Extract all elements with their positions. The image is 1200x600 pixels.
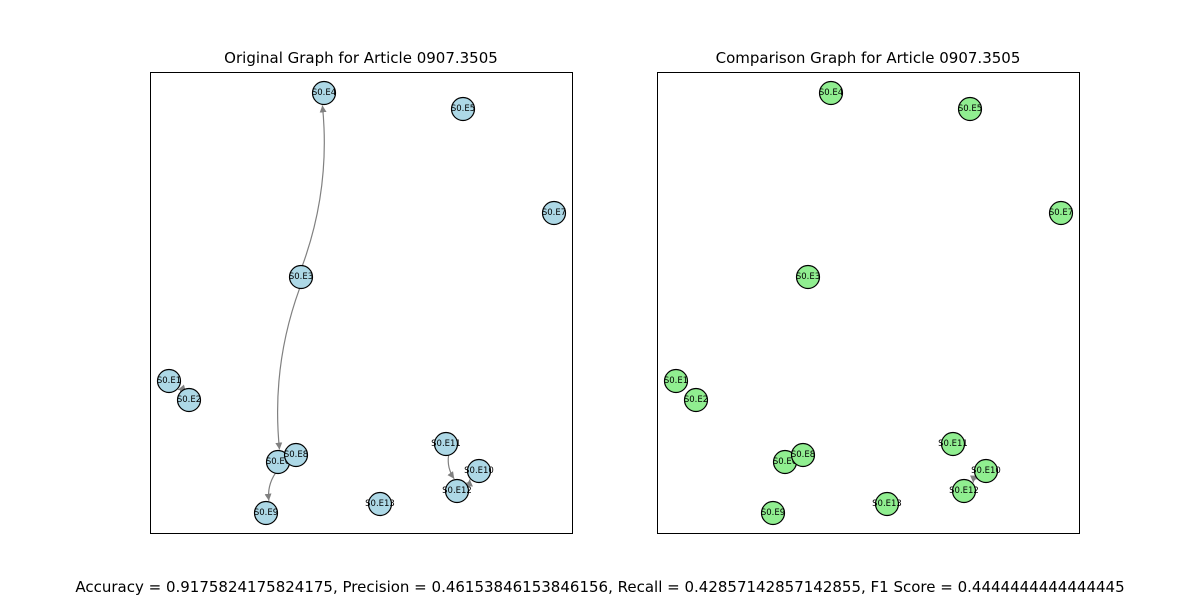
graph-node: S0.E1 (156, 368, 182, 394)
graph-node: S0.E5 (450, 96, 476, 122)
graph-node: S0.E9 (760, 500, 786, 526)
node-label: S0.E8 (284, 450, 308, 460)
node-label: S0.E10 (971, 466, 1001, 476)
graph-node: S0.E10 (464, 458, 494, 484)
node-label: S0.E3 (796, 272, 820, 282)
node-label: S0.E12 (442, 486, 472, 496)
node-label: S0.E4 (312, 88, 336, 98)
node-circle (760, 500, 786, 526)
node-label: S0.E6 (266, 457, 290, 467)
node-circle (311, 80, 337, 106)
graph-node: S0.E7 (541, 200, 567, 226)
node-circle (288, 264, 314, 290)
node-label: S0.E7 (542, 208, 566, 218)
graph-node: S0.E4 (818, 80, 844, 106)
graph-node: S0.E1 (663, 368, 689, 394)
node-circle (466, 458, 492, 484)
graph-node: S0.E4 (311, 80, 337, 106)
graph-node: S0.E2 (176, 387, 202, 413)
graph-node: S0.E3 (795, 264, 821, 290)
metrics-summary: Accuracy = 0.9175824175824175, Precision… (75, 578, 1125, 596)
node-circle (663, 368, 689, 394)
graph-node: S0.E2 (683, 387, 709, 413)
node-label: S0.E12 (949, 486, 979, 496)
node-circle (1048, 200, 1074, 226)
node-label: S0.E2 (684, 395, 708, 405)
node-circle (433, 431, 459, 457)
node-label: S0.E9 (761, 508, 785, 518)
node-circle (973, 458, 999, 484)
node-circle (795, 264, 821, 290)
node-label: S0.E11 (938, 439, 968, 449)
graph-node: S0.E8 (283, 442, 309, 468)
edge-s0-e11-to-s0-e12 (447, 455, 455, 480)
node-label: S0.E9 (254, 508, 278, 518)
node-label: S0.E4 (819, 88, 843, 98)
graph-node: S0.E8 (790, 442, 816, 468)
node-circle (541, 200, 567, 226)
node-circle (874, 491, 900, 517)
right-edge-layer (970, 475, 978, 483)
right-panel-title: Comparison Graph for Article 0907.3505 (715, 49, 1021, 67)
graph-node: S0.E11 (431, 431, 461, 457)
left-panel-frame (150, 72, 573, 534)
node-label: S0.E13 (365, 499, 395, 509)
edge-s0-e10-to-s0-e12 (970, 475, 978, 483)
node-circle (951, 478, 977, 504)
left-edge-layer (177, 105, 473, 501)
graph-node: S0.E13 (365, 491, 395, 517)
graph-node: S0.E3 (288, 264, 314, 290)
node-label: S0.E7 (1049, 208, 1073, 218)
node-circle (450, 96, 476, 122)
node-label: S0.E11 (431, 439, 461, 449)
right-node-layer: S0.E1 S0.E2 S0.E3 S0.E4 S0.E5 S0.E6 S0.E7 S0.E8… (663, 80, 1074, 526)
edge-s0-e3-to-s0-e6 (275, 288, 301, 450)
graph-node: S0.E12 (949, 478, 979, 504)
left-node-layer: S0.E1 S0.E2 S0.E3 S0.E4 S0.E5 S0.E6 S0.E7 S0.E8… (156, 80, 567, 526)
node-label: S0.E13 (872, 499, 902, 509)
graph-node: S0.E12 (442, 478, 472, 504)
node-circle (940, 431, 966, 457)
node-circle (367, 491, 393, 517)
graph-node: S0.E9 (253, 500, 279, 526)
node-circle (176, 387, 202, 413)
graph-node: S0.E5 (957, 96, 983, 122)
node-circle (683, 387, 709, 413)
edge-s0-e12-to-s0-e10 (465, 479, 473, 487)
graph-node: S0.E13 (872, 491, 902, 517)
node-circle (790, 442, 816, 468)
graph-node: S0.E10 (971, 458, 1001, 484)
graph-node: S0.E6 (773, 449, 797, 475)
node-label: S0.E2 (177, 395, 201, 405)
right-panel-frame (657, 72, 1080, 534)
left-panel-title: Original Graph for Article 0907.3505 (224, 49, 498, 67)
node-label: S0.E8 (791, 450, 815, 460)
node-label: S0.E5 (958, 104, 982, 114)
node-circle (957, 96, 983, 122)
node-circle (156, 368, 182, 394)
node-circle (818, 80, 844, 106)
node-circle (444, 478, 470, 504)
edge-s0-e3-to-s0-e4 (301, 105, 327, 266)
edge-s0-e6-to-s0-e9 (264, 472, 276, 501)
node-circle (253, 500, 279, 526)
node-label: S0.E1 (664, 376, 688, 386)
node-label: S0.E5 (451, 104, 475, 114)
node-circle (283, 442, 309, 468)
graph-node: S0.E7 (1048, 200, 1074, 226)
node-label: S0.E3 (289, 272, 313, 282)
node-label: S0.E6 (773, 457, 797, 467)
node-label: S0.E10 (464, 466, 494, 476)
graph-node: S0.E11 (938, 431, 968, 457)
node-label: S0.E1 (157, 376, 181, 386)
